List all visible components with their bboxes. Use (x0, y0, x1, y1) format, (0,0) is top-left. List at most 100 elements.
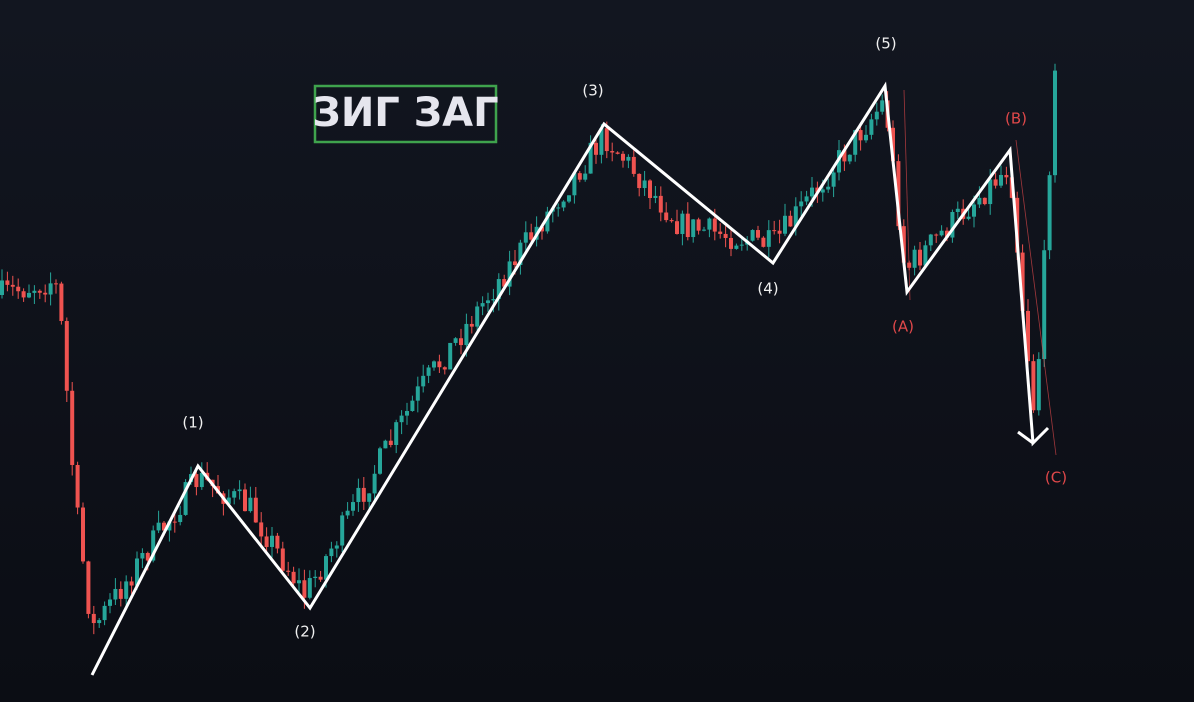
candle-body (583, 173, 588, 180)
candle-body (307, 578, 312, 598)
candle-body (37, 290, 42, 293)
candle-body (421, 375, 426, 387)
candle-body (1053, 70, 1057, 176)
candle-body (367, 493, 372, 502)
candle-body (442, 367, 447, 370)
candle-body (259, 522, 264, 537)
candle-body (858, 130, 863, 141)
candle-body (253, 497, 258, 523)
candle-body (626, 156, 631, 161)
candle-body (475, 306, 480, 327)
candle-body (415, 386, 420, 401)
thin-line (1015, 139, 1057, 456)
candle-body (680, 213, 685, 235)
candle-body (21, 291, 26, 298)
candle-body (167, 521, 172, 531)
candle-body (5, 280, 10, 285)
candle-body (669, 220, 674, 222)
candle-body (1047, 175, 1052, 251)
candle-body (59, 283, 64, 322)
candle-body (766, 230, 771, 247)
candle-body (653, 195, 658, 199)
candle-body (658, 195, 663, 213)
candle-body (394, 422, 399, 445)
candle-body (523, 232, 528, 243)
candle-body (847, 154, 852, 162)
candle-body (469, 323, 474, 327)
candle-body (691, 219, 696, 238)
title: ЗИГ ЗАГ (312, 90, 498, 136)
candle-body (459, 338, 463, 346)
candle-body (302, 580, 307, 598)
candle-body (864, 134, 868, 141)
candle-body (232, 491, 237, 498)
candle-body (226, 497, 231, 504)
candle-body (286, 570, 291, 572)
candle-body (869, 119, 874, 135)
candle-body (999, 174, 1003, 186)
candle-body (383, 440, 388, 449)
candle-body (43, 292, 48, 295)
candle-body (793, 206, 798, 227)
candle-body (97, 620, 102, 624)
candle-body (318, 576, 323, 580)
candle-body (939, 230, 944, 236)
candle-body (324, 556, 328, 580)
candle-body (594, 142, 598, 155)
candle-body (248, 497, 253, 512)
candle-body (896, 161, 901, 227)
wave-label: (A) (892, 318, 914, 336)
candle-body (432, 361, 436, 368)
candle-body (372, 473, 377, 494)
candle-body (1042, 250, 1047, 360)
candle-body (378, 448, 382, 474)
candle-body (540, 226, 544, 232)
candle-body (54, 283, 58, 285)
candle-body (685, 213, 690, 238)
wave-label: (3) (582, 82, 603, 100)
candle-body (480, 303, 485, 307)
candle-body (172, 521, 177, 523)
candle-body (664, 212, 669, 221)
candle-body (356, 487, 361, 503)
zigzag-line (90, 81, 1050, 676)
candle-body (729, 237, 733, 249)
candle-body (702, 229, 706, 231)
candle-body (1020, 252, 1025, 311)
candle-body (799, 201, 804, 207)
candle-body (48, 283, 53, 295)
candle-body (1036, 359, 1041, 411)
candle-body (91, 613, 96, 624)
candle-body (270, 535, 274, 547)
wave-label: (4) (757, 280, 778, 298)
candle-body (772, 230, 777, 232)
candle-body (842, 150, 847, 162)
candle-body (610, 151, 615, 153)
candle-body (556, 207, 561, 209)
candle-body (313, 576, 318, 579)
candle-body (831, 172, 836, 187)
candle-body (453, 338, 458, 343)
candle-body (194, 474, 199, 488)
candle-body (135, 558, 139, 586)
candle-body (993, 179, 998, 186)
candle-body (297, 580, 301, 584)
candle-body (145, 552, 150, 561)
candle-body (972, 204, 976, 217)
candle-body (70, 390, 75, 465)
candle-body (734, 245, 739, 249)
candle-body (750, 230, 755, 241)
wave-label: (5) (875, 35, 896, 53)
candle-body (178, 514, 183, 523)
candle-body (64, 321, 69, 391)
candle-body (820, 189, 825, 193)
candle-body (577, 173, 582, 180)
candle-body (16, 286, 21, 292)
candle-body (966, 216, 971, 219)
candle-body (604, 128, 609, 152)
candle-body (707, 218, 712, 230)
candle-body (118, 588, 123, 599)
